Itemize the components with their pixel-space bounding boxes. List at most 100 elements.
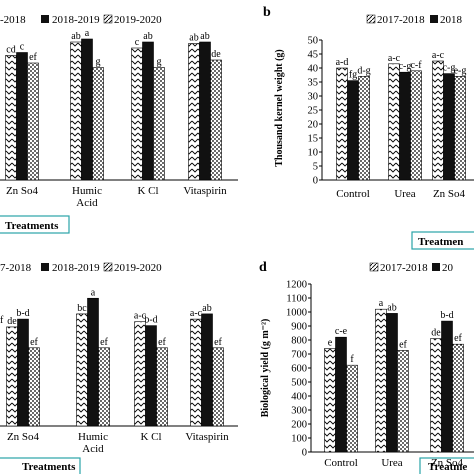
legend-d-swatch-1 — [369, 262, 379, 272]
treatments-label-d: Treatme — [428, 461, 467, 473]
panel-a-significance-letter: a — [85, 28, 90, 39]
panel-b-significance-letter: c-g — [399, 61, 412, 72]
panel-a-bar — [210, 59, 222, 181]
panel-b-ytick-label: 20 — [308, 120, 319, 131]
legend-c-entry-3: 2019-2020 — [114, 262, 162, 274]
panel-b-ytick-label: 0 — [313, 176, 318, 187]
panel-b-significance-letter: e-g — [454, 65, 467, 76]
panel-b-category-label: Urea — [394, 188, 415, 200]
panel-c-category-label: Acid — [82, 443, 104, 455]
panel-c-bar — [98, 347, 110, 427]
panel-c-significance-letter: b-d — [16, 308, 29, 319]
panel-d-ytick-label: 400 — [291, 392, 307, 403]
panel-b-significance-letter: d-g — [357, 65, 370, 76]
panel-b-category-label: Control — [336, 188, 370, 200]
legend-a-swatch-2 — [41, 15, 49, 23]
panel-a-significance-letter: g — [157, 57, 162, 68]
panel-c-bar — [76, 313, 88, 427]
panel-d-ytick-label: 100 — [291, 434, 307, 445]
legend-c-swatch-2 — [41, 263, 49, 271]
panel-a-significance-letter: de — [211, 49, 221, 60]
panel-b-ytick-label: 10 — [308, 148, 319, 159]
panel-b-bar — [410, 70, 422, 181]
panel-a-significance-letter: ab — [71, 31, 80, 42]
panel-b-significance-letter: c-g — [443, 63, 456, 74]
legend-a-entry-1: -2018 — [0, 14, 26, 26]
treatments-box-d: Treatme — [419, 457, 474, 474]
panel-d-ytick-label: 600 — [291, 364, 307, 375]
treatments-box-b: Treatmen — [411, 231, 474, 250]
panel-a-bar — [70, 41, 82, 181]
panel-d-significance-letter: b-d — [440, 310, 453, 321]
panel-a-bar — [188, 43, 200, 181]
panel-d-bar — [430, 338, 442, 453]
panel-d-significance-letter: c-e — [335, 326, 348, 337]
panel-c-significance-letter: ef — [100, 337, 108, 348]
panel-b-label: b — [263, 5, 271, 20]
panel-a-bar — [142, 41, 154, 181]
treatments-box-c: Treatments — [0, 457, 81, 474]
panel-d-significance-letter: e — [328, 337, 333, 348]
panel-d-bar — [441, 320, 453, 453]
panel-b-bar — [388, 63, 400, 181]
panel-a-bar — [16, 52, 28, 181]
panel-c-bar — [156, 347, 168, 427]
panel-c-significance-letter: ef — [30, 337, 38, 348]
panel-c-significance-letter: a-c — [134, 311, 147, 322]
panel-a-category-label: Zn So4 — [6, 185, 39, 197]
panel-c-significance-letter: b-d — [144, 315, 157, 326]
panel-c-bar — [190, 318, 202, 427]
legend-b-entry-1: 2017-2018 — [377, 14, 425, 26]
panel-a-bar — [153, 67, 165, 181]
panel-c-category-label: Vitaspirin — [185, 431, 229, 443]
panel-c-bar — [201, 313, 213, 427]
panel-d-ytick-label: 700 — [291, 350, 307, 361]
panel-a-significance-letter: c — [135, 37, 140, 48]
panel-d-bar — [452, 343, 464, 453]
panel-d-ytick-label: 1100 — [286, 294, 307, 305]
legend-a-entry-3: 2019-2020 — [114, 14, 162, 26]
panel-a-significance-letter: ab — [200, 31, 209, 42]
panel-a-significance-letter: ef — [29, 52, 37, 63]
panel-b-ytick-label: 25 — [308, 106, 319, 117]
panel-d-significance-letter: de — [431, 328, 441, 339]
panel-a-significance-letter: ab — [143, 31, 152, 42]
panel-d-category-label: Control — [324, 457, 358, 469]
panel-a-bar — [131, 47, 143, 181]
legend-b-swatch-1 — [366, 14, 376, 24]
panel-d-bar — [386, 313, 398, 453]
panel-b-significance-letter: a-c — [388, 53, 401, 64]
panel-c-significance-letter: bc — [77, 303, 87, 314]
panel-c-legend: 7-2018 2018-2019 2019-2020 — [0, 262, 162, 274]
legend-a-entry-2: 2018-2019 — [52, 14, 100, 26]
panel-b-bar — [358, 76, 370, 181]
panel-b-ylabel: Thousand kernel weight (g) — [274, 49, 285, 167]
panel-d-ytick-label: 0 — [302, 448, 307, 459]
panel-a-category-label: Humic — [72, 185, 102, 197]
legend-d-swatch-2 — [432, 263, 440, 271]
panel-c-significance-letter: ab — [202, 303, 211, 314]
panel-b-ytick-label: 50 — [308, 36, 319, 47]
panel-d-significance-letter: ef — [454, 333, 462, 344]
panel-c-significance-letter: a-c — [190, 308, 203, 319]
panel-b-significance-letter: a-d — [336, 57, 349, 68]
panel-d-ytick-label: 800 — [291, 336, 307, 347]
panel-b-ytick-label: 15 — [308, 134, 319, 145]
panel-d-bar — [346, 364, 358, 453]
panel-a-significance-letter: cd — [6, 45, 15, 56]
panel-d-bar — [397, 350, 409, 453]
legend-d-entry-2: 20 — [442, 262, 454, 274]
panel-c-significance-letter: ef — [158, 337, 166, 348]
treatments-box-a: Treatments — [0, 215, 70, 234]
panel-b-legend: 2017-2018 2018 — [366, 14, 463, 26]
treatments-label-b: Treatmen — [418, 236, 463, 248]
panel-d-label: d — [259, 260, 267, 275]
panel-c-category-label: Humic — [78, 431, 108, 443]
panel-d-category-label: Urea — [381, 457, 402, 469]
legend-c-entry-2: 2018-2019 — [52, 262, 100, 274]
legend-c-entry-1: 7-2018 — [0, 262, 32, 274]
panel-c-bar — [87, 297, 99, 427]
panel-c-bar — [6, 326, 18, 427]
panel-b-significance-letter: c-f — [410, 60, 422, 71]
